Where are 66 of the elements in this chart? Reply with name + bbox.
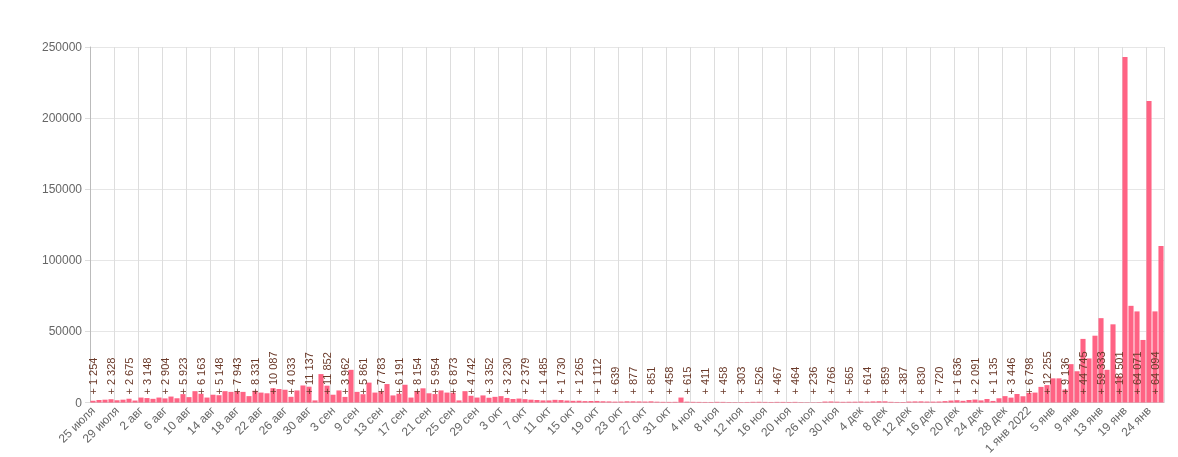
data-label: + 464 xyxy=(789,366,801,395)
data-label: + 4 033 xyxy=(285,357,297,395)
data-label: + 59 333 xyxy=(1095,351,1107,395)
data-label: + 1 485 xyxy=(537,357,549,395)
y-tick-label: 0 xyxy=(75,395,83,410)
data-label: + 851 xyxy=(645,366,657,395)
data-label: + 5 923 xyxy=(177,357,189,395)
y-tick-label: 250000 xyxy=(41,40,83,54)
data-label: + 3 148 xyxy=(141,357,153,395)
data-label: + 7 943 xyxy=(231,357,243,395)
data-label: + 766 xyxy=(825,366,837,395)
data-label: + 639 xyxy=(609,366,621,395)
data-label: + 1 135 xyxy=(987,357,999,395)
data-label: + 565 xyxy=(843,366,855,395)
data-label: + 10 087 xyxy=(267,351,279,395)
y-tick-label: 100000 xyxy=(41,253,83,268)
data-label: + 11 852 xyxy=(321,352,333,395)
data-label: + 830 xyxy=(915,366,927,395)
data-label: + 526 xyxy=(753,366,765,395)
data-label: + 6 798 xyxy=(1023,357,1035,395)
data-label: + 859 xyxy=(879,366,891,395)
data-label: + 1 730 xyxy=(555,357,567,395)
data-label: + 236 xyxy=(807,366,819,395)
data-label: + 6 191 xyxy=(393,357,405,395)
data-label: + 4 742 xyxy=(465,357,477,395)
data-label: + 2 328 xyxy=(105,357,117,395)
data-label: + 18 501 xyxy=(1113,351,1125,395)
data-label: + 2 675 xyxy=(123,357,135,395)
data-label: + 1 112 xyxy=(591,358,603,395)
data-label: + 3 962 xyxy=(339,357,351,395)
data-label: + 877 xyxy=(627,366,639,395)
data-label: + 7 783 xyxy=(375,357,387,395)
data-label: + 458 xyxy=(717,366,729,395)
data-label: + 6 873 xyxy=(447,357,459,395)
data-label: + 467 xyxy=(771,366,783,395)
data-label: + 3 446 xyxy=(1005,357,1017,395)
data-label: + 44 745 xyxy=(1077,351,1089,395)
data-label: + 5 954 xyxy=(429,357,441,395)
data-label: + 1 636 xyxy=(951,357,963,395)
data-label: + 2 379 xyxy=(519,357,531,395)
data-label: + 5 861 xyxy=(357,357,369,395)
data-label: + 6 163 xyxy=(195,357,207,395)
data-label: + 411 xyxy=(699,367,711,395)
data-label: + 3 352 xyxy=(483,357,495,395)
data-label: + 303 xyxy=(735,366,747,395)
data-label: + 64 071 xyxy=(1131,351,1143,395)
y-tick-label: 50000 xyxy=(48,324,83,339)
data-label: + 3 230 xyxy=(501,357,513,395)
data-label: + 9 136 xyxy=(1059,357,1071,395)
data-label: + 1 265 xyxy=(573,357,585,395)
data-label: + 2 904 xyxy=(159,357,171,395)
data-label: + 11 137 xyxy=(303,352,315,395)
data-label: + 5 148 xyxy=(213,357,225,395)
data-label: + 615 xyxy=(681,366,693,395)
data-label: + 720 xyxy=(933,366,945,395)
data-label: + 12 255 xyxy=(1041,351,1053,395)
data-label: + 2 091 xyxy=(969,357,981,395)
y-tick-label: 200000 xyxy=(41,111,83,126)
y-tick-label: 150000 xyxy=(41,182,83,197)
data-label: + 8 331 xyxy=(249,357,261,395)
data-label: + 64 094 xyxy=(1149,351,1161,395)
data-label: + 614 xyxy=(861,366,873,395)
data-label: + 1 254 xyxy=(87,357,99,395)
data-label: + 387 xyxy=(897,366,909,395)
data-label: + 8 154 xyxy=(411,357,423,395)
data-label: + 458 xyxy=(663,366,675,395)
